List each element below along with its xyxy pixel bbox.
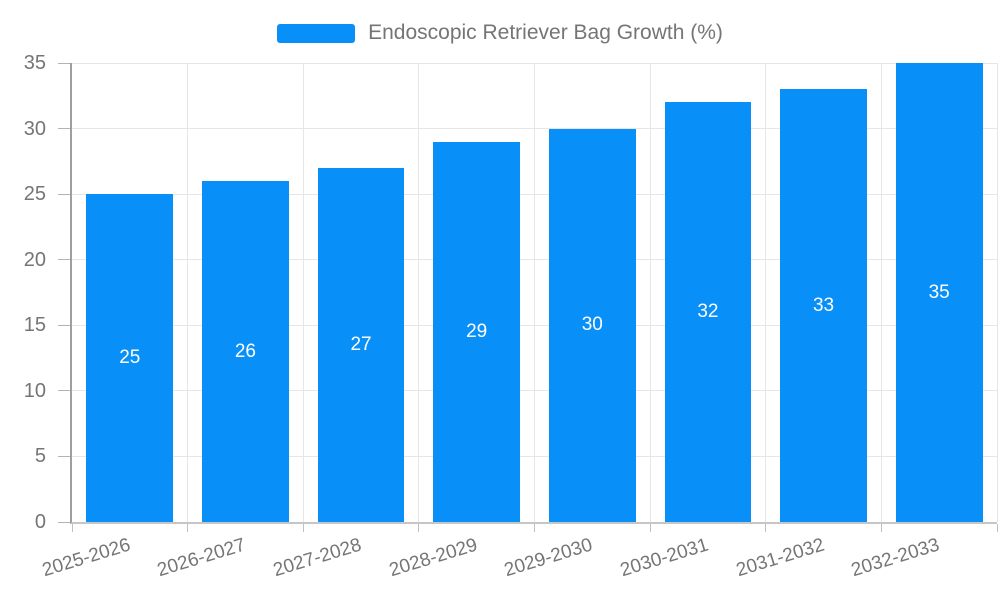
bar-value-label: 33: [812, 294, 835, 316]
x-axis-tick: [996, 524, 998, 532]
legend-swatch-icon: [277, 23, 356, 43]
y-axis-tick-label: 35: [23, 52, 46, 74]
x-axis-tick: [534, 524, 535, 532]
legend: Endoscopic Retriever Bag Growth (%): [0, 21, 1000, 45]
x-axis-tick: [302, 524, 304, 532]
bar-2025-2026[interactable]: 25: [86, 194, 174, 522]
y-axis-tick: [58, 521, 70, 523]
y-axis-tick-label: 15: [23, 314, 46, 337]
x-axis-tick: [71, 524, 73, 532]
bar-value-label: 25: [119, 347, 141, 369]
y-axis-tick-label: 30: [23, 117, 46, 140]
x-axis-tick: [880, 524, 882, 532]
y-axis-tick: [58, 390, 70, 392]
bar-2031-2032[interactable]: 33: [780, 89, 867, 522]
x-gridline: [649, 63, 651, 522]
legend-item[interactable]: Endoscopic Retriever Bag Growth (%): [277, 21, 723, 45]
y-axis-tick: [58, 128, 70, 130]
y-axis-tick: [58, 259, 70, 261]
bar-value-label: 26: [234, 340, 256, 362]
bar-2027-2028[interactable]: 27: [317, 167, 405, 522]
x-gridline: [534, 63, 535, 522]
y-axis-tick-label: 0: [34, 511, 46, 533]
y-axis-tick-label: 5: [34, 445, 46, 468]
bar-2030-2031[interactable]: 32: [664, 102, 752, 522]
x-gridline: [187, 63, 189, 522]
x-axis-tick: [649, 524, 651, 532]
x-axis-tick: [765, 524, 767, 532]
plot-area: 0 5 10 15 20 25 30 35 25 26 27 29 30 32 33 35 2025-2026 2…: [24, 52, 998, 581]
bar-2032-2033[interactable]: 35: [895, 63, 983, 522]
x-gridline: [302, 63, 304, 522]
y-axis-tick: [58, 62, 70, 64]
bar-value-label: 32: [697, 301, 719, 323]
y-axis-tick-label: 25: [23, 183, 46, 206]
x-axis-tick: [187, 524, 189, 532]
bar-2028-2029[interactable]: 29: [433, 141, 521, 522]
legend-label: Endoscopic Retriever Bag Growth (%): [368, 21, 723, 44]
x-axis-tick: [418, 524, 420, 532]
y-axis-tick-label: 10: [23, 379, 46, 402]
y-axis-tick-label: 20: [23, 248, 46, 271]
bar-2026-2027[interactable]: 26: [202, 181, 289, 522]
bar-value-label: 30: [581, 314, 603, 336]
x-gridline: [996, 63, 998, 522]
x-gridline: [880, 63, 882, 522]
y-axis-tick: [58, 455, 70, 457]
x-gridline: [765, 63, 767, 522]
bar-2029-2030[interactable]: 30: [548, 128, 636, 522]
x-gridline: [418, 63, 420, 522]
bar-value-label: 29: [466, 320, 488, 342]
y-axis-tick: [58, 193, 70, 195]
bar-value-label: 35: [928, 281, 950, 303]
y-axis-tick: [58, 324, 70, 326]
bar-value-label: 27: [350, 333, 372, 355]
